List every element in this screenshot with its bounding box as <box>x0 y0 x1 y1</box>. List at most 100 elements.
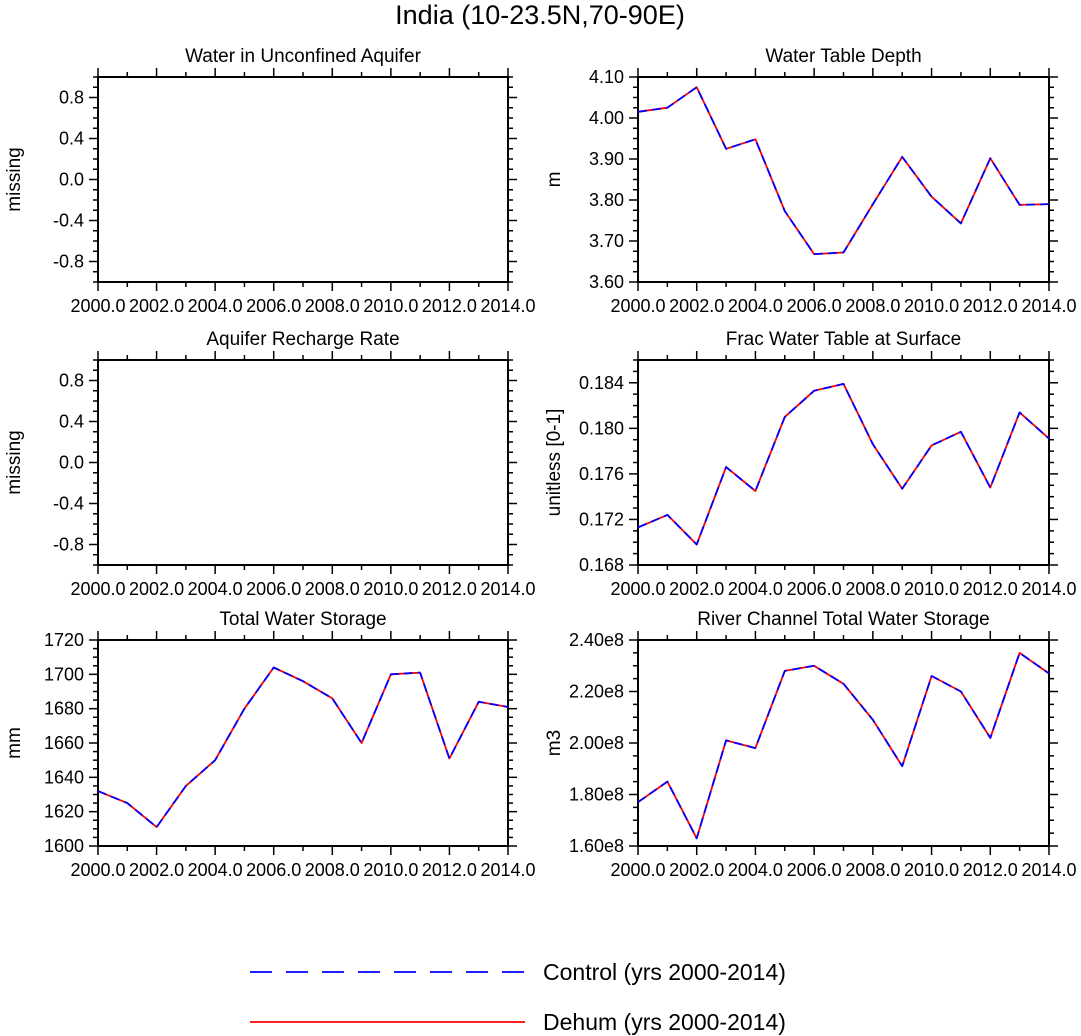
total-water-storage-xtick-label: 2000.0 <box>70 860 125 880</box>
frac-water-table-at-surface-xtick-label: 2000.0 <box>610 579 665 599</box>
river-channel-total-water-storage-xtick-label: 2006.0 <box>787 860 842 880</box>
water-in-unconfined-aquifer-ytick-label: -0.4 <box>53 211 84 231</box>
total-water-storage-title: Total Water Storage <box>219 609 386 630</box>
river-channel-total-water-storage-ytick-label: 2.00e8 <box>569 733 624 753</box>
water-table-depth-xtick-label: 2014.0 <box>1021 296 1076 316</box>
water-in-unconfined-aquifer-xtick-label: 2008.0 <box>305 296 360 316</box>
water-in-unconfined-aquifer-title: Water in Unconfined Aquifer <box>185 46 422 67</box>
water-table-depth-series-control <box>637 86 1050 256</box>
river-channel-total-water-storage-ytick-label: 1.80e8 <box>569 785 624 805</box>
frac-water-table-at-surface-ylabel: unitless [0-1] <box>544 409 565 517</box>
aquifer-recharge-rate-xtick-label: 2012.0 <box>422 579 477 599</box>
water-table-depth-title: Water Table Depth <box>765 46 921 67</box>
river-channel-total-water-storage-plot-frame <box>637 639 1050 847</box>
water-in-unconfined-aquifer-xtick-label: 2014.0 <box>480 296 535 316</box>
aquifer-recharge-rate-plot-frame <box>97 359 509 566</box>
river-channel-total-water-storage-series-dehum <box>637 652 1050 840</box>
panel-river-channel-total-water-storage: River Channel Total Water Storage m3 2000.… <box>544 609 1077 880</box>
water-table-depth-xtick-label: 2012.0 <box>963 296 1018 316</box>
total-water-storage-xtick-label: 2004.0 <box>188 860 243 880</box>
water-table-depth-ytick-label: 3.80 <box>589 190 624 210</box>
frac-water-table-at-surface-xtick-label: 2010.0 <box>904 579 959 599</box>
panel-water-table-depth: Water Table Depth m 2000.0 2002.0 2004.0 2006… <box>544 46 1077 316</box>
aquifer-recharge-rate-ytick-label: 0.4 <box>59 412 84 432</box>
total-water-storage-xtick-label: 2012.0 <box>422 860 477 880</box>
aquifer-recharge-rate-ytick-label: 0.8 <box>59 371 84 391</box>
water-table-depth-xtick-label: 2002.0 <box>669 296 724 316</box>
total-water-storage-xtick-label: 2008.0 <box>305 860 360 880</box>
river-channel-total-water-storage-xtick-label: 2010.0 <box>904 860 959 880</box>
total-water-storage-ytick-label: 1720 <box>44 630 84 650</box>
river-channel-total-water-storage-xtick-label: 2008.0 <box>845 860 900 880</box>
frac-water-table-at-surface-ytick-label: 0.184 <box>579 373 624 393</box>
total-water-storage-ytick-label: 1620 <box>44 802 84 822</box>
water-in-unconfined-aquifer-xtick-label: 2012.0 <box>422 296 477 316</box>
river-channel-total-water-storage-xtick-label: 2002.0 <box>669 860 724 880</box>
total-water-storage-series-control <box>97 666 509 828</box>
river-channel-total-water-storage-ytick-label: 1.60e8 <box>569 836 624 856</box>
water-in-unconfined-aquifer-xtick-label: 2002.0 <box>129 296 184 316</box>
river-channel-total-water-storage-xtick-label: 2014.0 <box>1021 860 1076 880</box>
aquifer-recharge-rate-ytick-label: -0.8 <box>53 535 84 555</box>
water-table-depth-ylabel: m <box>544 172 565 188</box>
frac-water-table-at-surface-ytick-label: 0.180 <box>579 418 624 438</box>
water-table-depth-xtick-label: 2000.0 <box>610 296 665 316</box>
water-in-unconfined-aquifer-xtick-label: 2010.0 <box>363 296 418 316</box>
total-water-storage-ytick-label: 1640 <box>44 767 84 787</box>
water-table-depth-xtick-label: 2004.0 <box>728 296 783 316</box>
river-channel-total-water-storage-xtick-label: 2004.0 <box>728 860 783 880</box>
water-table-depth-ytick-label: 3.70 <box>589 231 624 251</box>
frac-water-table-at-surface-title: Frac Water Table at Surface <box>726 329 962 350</box>
water-in-unconfined-aquifer-ytick-label: 0.8 <box>59 88 84 108</box>
legend: Control (yrs 2000-2014) Dehum (yrs 2000-… <box>250 959 786 1035</box>
frac-water-table-at-surface-xtick-label: 2004.0 <box>728 579 783 599</box>
aquifer-recharge-rate-xtick-label: 2004.0 <box>188 579 243 599</box>
total-water-storage-ylabel: mm <box>4 727 25 759</box>
aquifer-recharge-rate-xtick-label: 2014.0 <box>480 579 535 599</box>
river-channel-total-water-storage-title: River Channel Total Water Storage <box>697 609 990 630</box>
frac-water-table-at-surface-xtick-label: 2008.0 <box>845 579 900 599</box>
frac-water-table-at-surface-xtick-label: 2006.0 <box>787 579 842 599</box>
panel-frac-water-table-at-surface: Frac Water Table at Surface unitless [0-1… <box>544 329 1077 599</box>
aquifer-recharge-rate-xtick-label: 2000.0 <box>70 579 125 599</box>
water-table-depth-xtick-label: 2008.0 <box>845 296 900 316</box>
water-in-unconfined-aquifer-ytick-label: -0.8 <box>53 252 84 272</box>
legend-label-control: Control (yrs 2000-2014) <box>543 959 786 985</box>
water-in-unconfined-aquifer-xtick-label: 2000.0 <box>70 296 125 316</box>
frac-water-table-at-surface-ytick-label: 0.172 <box>579 509 624 529</box>
aquifer-recharge-rate-xtick-label: 2008.0 <box>305 579 360 599</box>
total-water-storage-plot-frame <box>97 639 509 847</box>
river-channel-total-water-storage-ylabel: m3 <box>544 730 565 756</box>
water-table-depth-ytick-label: 4.10 <box>589 67 624 87</box>
frac-water-table-at-surface-ytick-label: 0.168 <box>579 555 624 575</box>
total-water-storage-xtick-label: 2014.0 <box>480 860 535 880</box>
frac-water-table-at-surface-series-control <box>637 382 1050 546</box>
total-water-storage-xtick-label: 2006.0 <box>246 860 301 880</box>
frac-water-table-at-surface-xtick-label: 2012.0 <box>963 579 1018 599</box>
panel-aquifer-recharge-rate: Aquifer Recharge Rate missing 2000.0 2002.0… <box>4 329 536 599</box>
aquifer-recharge-rate-xtick-label: 2010.0 <box>363 579 418 599</box>
panels: Water in Unconfined Aquifer missing 2000.0… <box>4 46 1077 880</box>
water-table-depth-series-dehum <box>637 86 1050 256</box>
water-in-unconfined-aquifer-ytick-label: 0.0 <box>59 170 84 190</box>
water-in-unconfined-aquifer-xtick-label: 2006.0 <box>246 296 301 316</box>
aquifer-recharge-rate-title: Aquifer Recharge Rate <box>206 329 399 350</box>
frac-water-table-at-surface-xtick-label: 2014.0 <box>1021 579 1076 599</box>
water-in-unconfined-aquifer-ytick-label: 0.4 <box>59 129 84 149</box>
aquifer-recharge-rate-ytick-label: -0.4 <box>53 494 84 514</box>
water-in-unconfined-aquifer-ylabel: missing <box>4 147 25 211</box>
legend-label-dehum: Dehum (yrs 2000-2014) <box>543 1009 786 1035</box>
aquifer-recharge-rate-ylabel: missing <box>4 430 25 494</box>
river-channel-total-water-storage-xtick-label: 2012.0 <box>963 860 1018 880</box>
total-water-storage-ytick-label: 1680 <box>44 699 84 719</box>
total-water-storage-ytick-label: 1700 <box>44 664 84 684</box>
frac-water-table-at-surface-ytick-label: 0.176 <box>579 464 624 484</box>
river-channel-total-water-storage-ytick-label: 2.40e8 <box>569 630 624 650</box>
river-channel-total-water-storage-ytick-label: 2.20e8 <box>569 682 624 702</box>
figure-title: India (10-23.5N,70-90E) <box>395 0 685 30</box>
total-water-storage-series-dehum <box>97 666 509 828</box>
water-table-depth-ytick-label: 3.90 <box>589 149 624 169</box>
total-water-storage-ytick-label: 1660 <box>44 733 84 753</box>
